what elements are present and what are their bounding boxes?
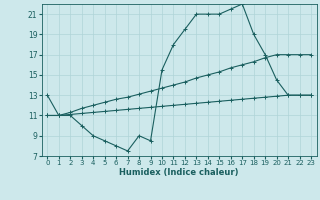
X-axis label: Humidex (Indice chaleur): Humidex (Indice chaleur)	[119, 168, 239, 177]
